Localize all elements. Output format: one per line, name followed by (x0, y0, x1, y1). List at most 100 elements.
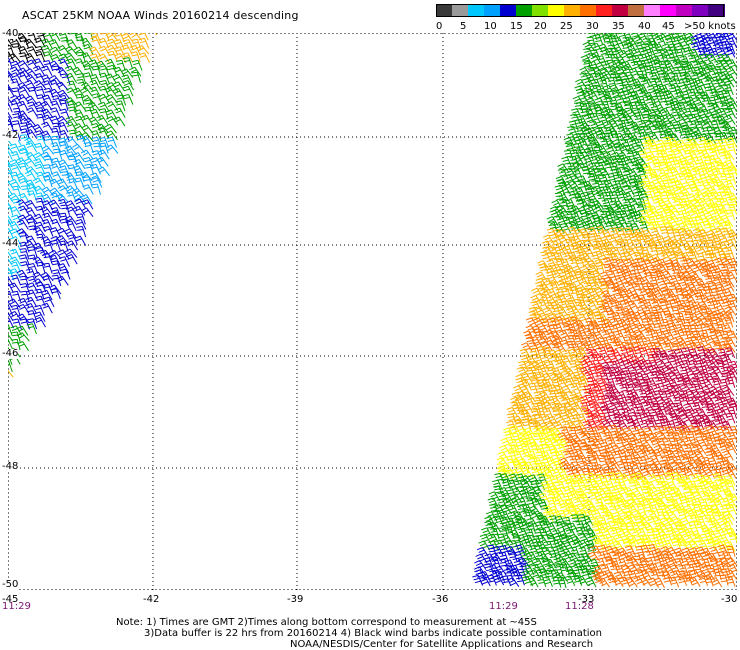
wind-barb (719, 557, 732, 568)
wind-barb (704, 175, 716, 186)
wind-barb (530, 336, 542, 347)
wind-barb (570, 205, 583, 216)
wind-barb (706, 324, 719, 335)
wind-barb (598, 541, 610, 552)
wind-barb (490, 552, 503, 563)
wind-barb (705, 239, 716, 251)
wind-barb (725, 209, 736, 221)
wind-barb (614, 306, 625, 318)
wind-barb (710, 577, 723, 588)
wind-barb (674, 180, 686, 192)
wind-barb (629, 121, 642, 132)
wind-barb (653, 48, 665, 60)
wind-barb (706, 425, 718, 436)
wind-barb (56, 275, 69, 286)
wind-barb (661, 511, 673, 523)
wind-barb (588, 33, 598, 41)
wind-barb (488, 564, 501, 575)
wind-barb (570, 401, 583, 413)
wind-barb (649, 563, 661, 574)
wind-barb (600, 107, 611, 119)
wind-barb (687, 220, 698, 232)
wind-barb (609, 491, 620, 503)
wind-barb (697, 40, 708, 53)
wind-barb (599, 168, 611, 179)
wind-barb (715, 323, 725, 335)
wind-barb (696, 376, 707, 388)
wind-barb (107, 50, 118, 62)
wind-barb (568, 217, 580, 228)
wind-barb (558, 402, 570, 414)
wind-barb (564, 575, 576, 587)
wind-barb (617, 481, 629, 493)
wind-barb (42, 262, 53, 274)
wind-barb (726, 229, 737, 238)
wind-barb (541, 240, 554, 251)
wind-barb (652, 162, 662, 174)
wind-barb (90, 172, 102, 183)
wind-barb (576, 115, 588, 126)
wind-barb (595, 155, 607, 166)
wind-barb (683, 64, 695, 76)
wind-barb (563, 409, 576, 420)
wind-barb (48, 249, 62, 260)
wind-barb (715, 84, 728, 95)
wind-barb (594, 126, 607, 138)
wind-barb (658, 84, 671, 96)
wind-barb (666, 313, 680, 324)
wind-barb (615, 497, 627, 508)
wind-barb (588, 462, 599, 474)
wind-barb (718, 131, 730, 143)
wind-barb (613, 205, 625, 216)
wind-barb (659, 460, 669, 472)
wind-barb (130, 51, 141, 63)
wind-barb (625, 522, 636, 534)
wind-barb (546, 216, 559, 227)
wind-barb (44, 135, 55, 147)
wind-barb (535, 512, 548, 523)
wind-barb (629, 95, 641, 106)
wind-barb (594, 521, 606, 532)
wind-barb (587, 420, 600, 431)
wind-barb (720, 337, 731, 349)
wind-barb (677, 304, 687, 317)
wind-barb (674, 113, 687, 124)
wind-barb (640, 246, 651, 258)
wind-barb (652, 390, 663, 402)
wind-barb (585, 311, 596, 323)
wind-barb (555, 540, 569, 551)
wind-barb (691, 395, 704, 407)
wind-barb (587, 227, 599, 238)
wind-barb (574, 425, 586, 436)
wind-barb (680, 551, 693, 562)
wind-barb (593, 432, 604, 444)
wind-barb (501, 541, 513, 552)
wind-barb (647, 510, 659, 521)
wind-barb (72, 152, 85, 162)
wind-barb (728, 360, 737, 369)
wind-barb (698, 229, 710, 240)
wind-barb (639, 73, 652, 84)
wind-barb (520, 479, 532, 491)
wind-barb (585, 370, 596, 382)
wind-barb (631, 185, 644, 196)
wind-barb (694, 156, 705, 168)
wind-barb (569, 546, 581, 558)
wind-barb (626, 300, 640, 310)
wind-barb (620, 239, 631, 251)
wind-barb (719, 59, 732, 70)
pass-time-label: 11:29 (2, 601, 31, 612)
wind-barb (699, 33, 711, 42)
wind-barb (634, 406, 646, 418)
wind-barb (712, 329, 725, 340)
wind-barb (513, 419, 525, 431)
wind-barb (715, 454, 725, 467)
wind-barb (708, 328, 719, 340)
wind-barb (701, 456, 712, 469)
wind-barb (499, 504, 513, 515)
wind-barb (577, 275, 589, 286)
wind-barb (570, 108, 582, 119)
wind-barb (682, 437, 695, 448)
wind-barb (588, 427, 600, 438)
wind-barb (607, 127, 620, 138)
